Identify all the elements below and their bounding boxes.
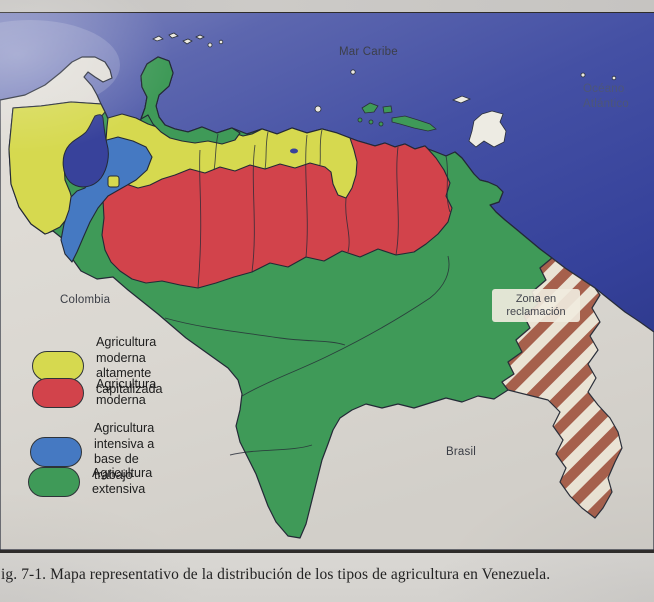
legend-label-line: Agricultura intensiva a [94,421,155,451]
claim-zone-label: Zona en reclamación [492,289,580,322]
label-oceano-atlantico: Océano Atlántico [583,82,629,112]
legend-item-capitalizada: Agricultura moderna altamente capitaliza… [32,335,163,397]
legend-item-intensiva: Agricultura intensiva a base de trabajo [30,421,154,483]
legend-label-line: Agricultura extensiva [92,466,153,496]
legend-label-line: base de trabajo [94,452,139,482]
legend-label-line: Agricultura moderna [96,377,157,407]
legend-swatch-red [32,377,84,408]
map-frame-bottom-border [0,550,654,553]
region-agricultura-intensiva [60,136,153,263]
lake-valencia [290,148,298,154]
legend-label-line: Agricultura moderna [96,335,157,365]
legend-label-line: altamente capitalizada [96,366,163,396]
state-borders [164,129,451,456]
label-oceano-line1: Océano [583,83,625,95]
margarita-coastal-islets [357,102,437,132]
page-margin-top [0,0,654,13]
claim-zone-label-line2: reclamación [506,305,566,318]
label-brasil: Brasil [446,446,476,458]
label-colombia: Colombia [60,294,111,306]
claim-zone-hatched [501,257,623,519]
page-margin-bottom [0,553,654,602]
islands [152,32,617,148]
legend-swatch-green [28,466,80,497]
trinidad-island [468,110,507,148]
legend-swatch-blue [30,437,82,467]
lake-maracaibo [62,114,109,188]
tobago-islet [451,95,472,104]
region-small-capitalizada-enclave [107,175,120,188]
legend-item-moderna: Agricultura moderna [32,377,156,408]
legend-item-extensiva: Agricultura extensiva [28,466,152,497]
figure-caption: ig. 7-1. Mapa representativo de la distr… [1,566,551,583]
label-oceano-line2: Atlántico [583,98,629,110]
region-falcon-costa [140,56,241,145]
legend-swatch-yellow [32,351,84,381]
claim-zone-label-line1: Zona en [515,292,557,305]
label-mar-caribe: Mar Caribe [339,46,398,58]
los-roques-islets [152,32,617,113]
